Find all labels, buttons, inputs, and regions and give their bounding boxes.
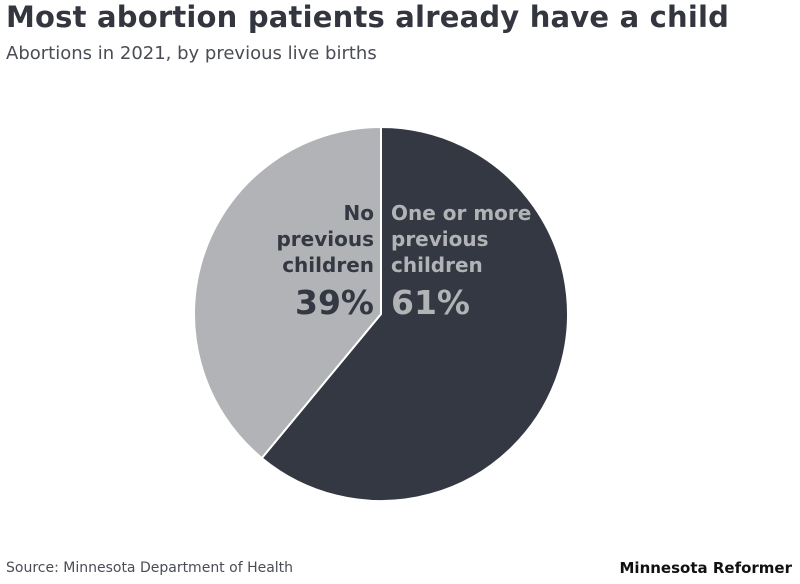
pie-slice-1 [193, 125, 382, 460]
slice-label-1-line-1: previous [276, 227, 374, 251]
source-note: Source: Minnesota Department of Health [6, 560, 294, 576]
publisher-logo-text: Minnesota Reformer [619, 559, 793, 577]
slice-label-0-line-2: children [391, 253, 483, 277]
slice-value-label-0: 61% [391, 283, 470, 322]
chart-subtitle: Abortions in 2021, by previous live birt… [6, 43, 377, 64]
pie-slice-0 [260, 125, 569, 502]
chart-title: Most abortion patients already have a ch… [6, 0, 730, 34]
slice-label-1-line-2: children [282, 253, 374, 277]
slice-label-0-line-1: previous [391, 227, 489, 251]
slice-value-label-1: 39% [295, 283, 374, 322]
slice-label-0-line-0: One or more [391, 201, 531, 225]
slice-label-1-line-0: No [344, 201, 374, 225]
